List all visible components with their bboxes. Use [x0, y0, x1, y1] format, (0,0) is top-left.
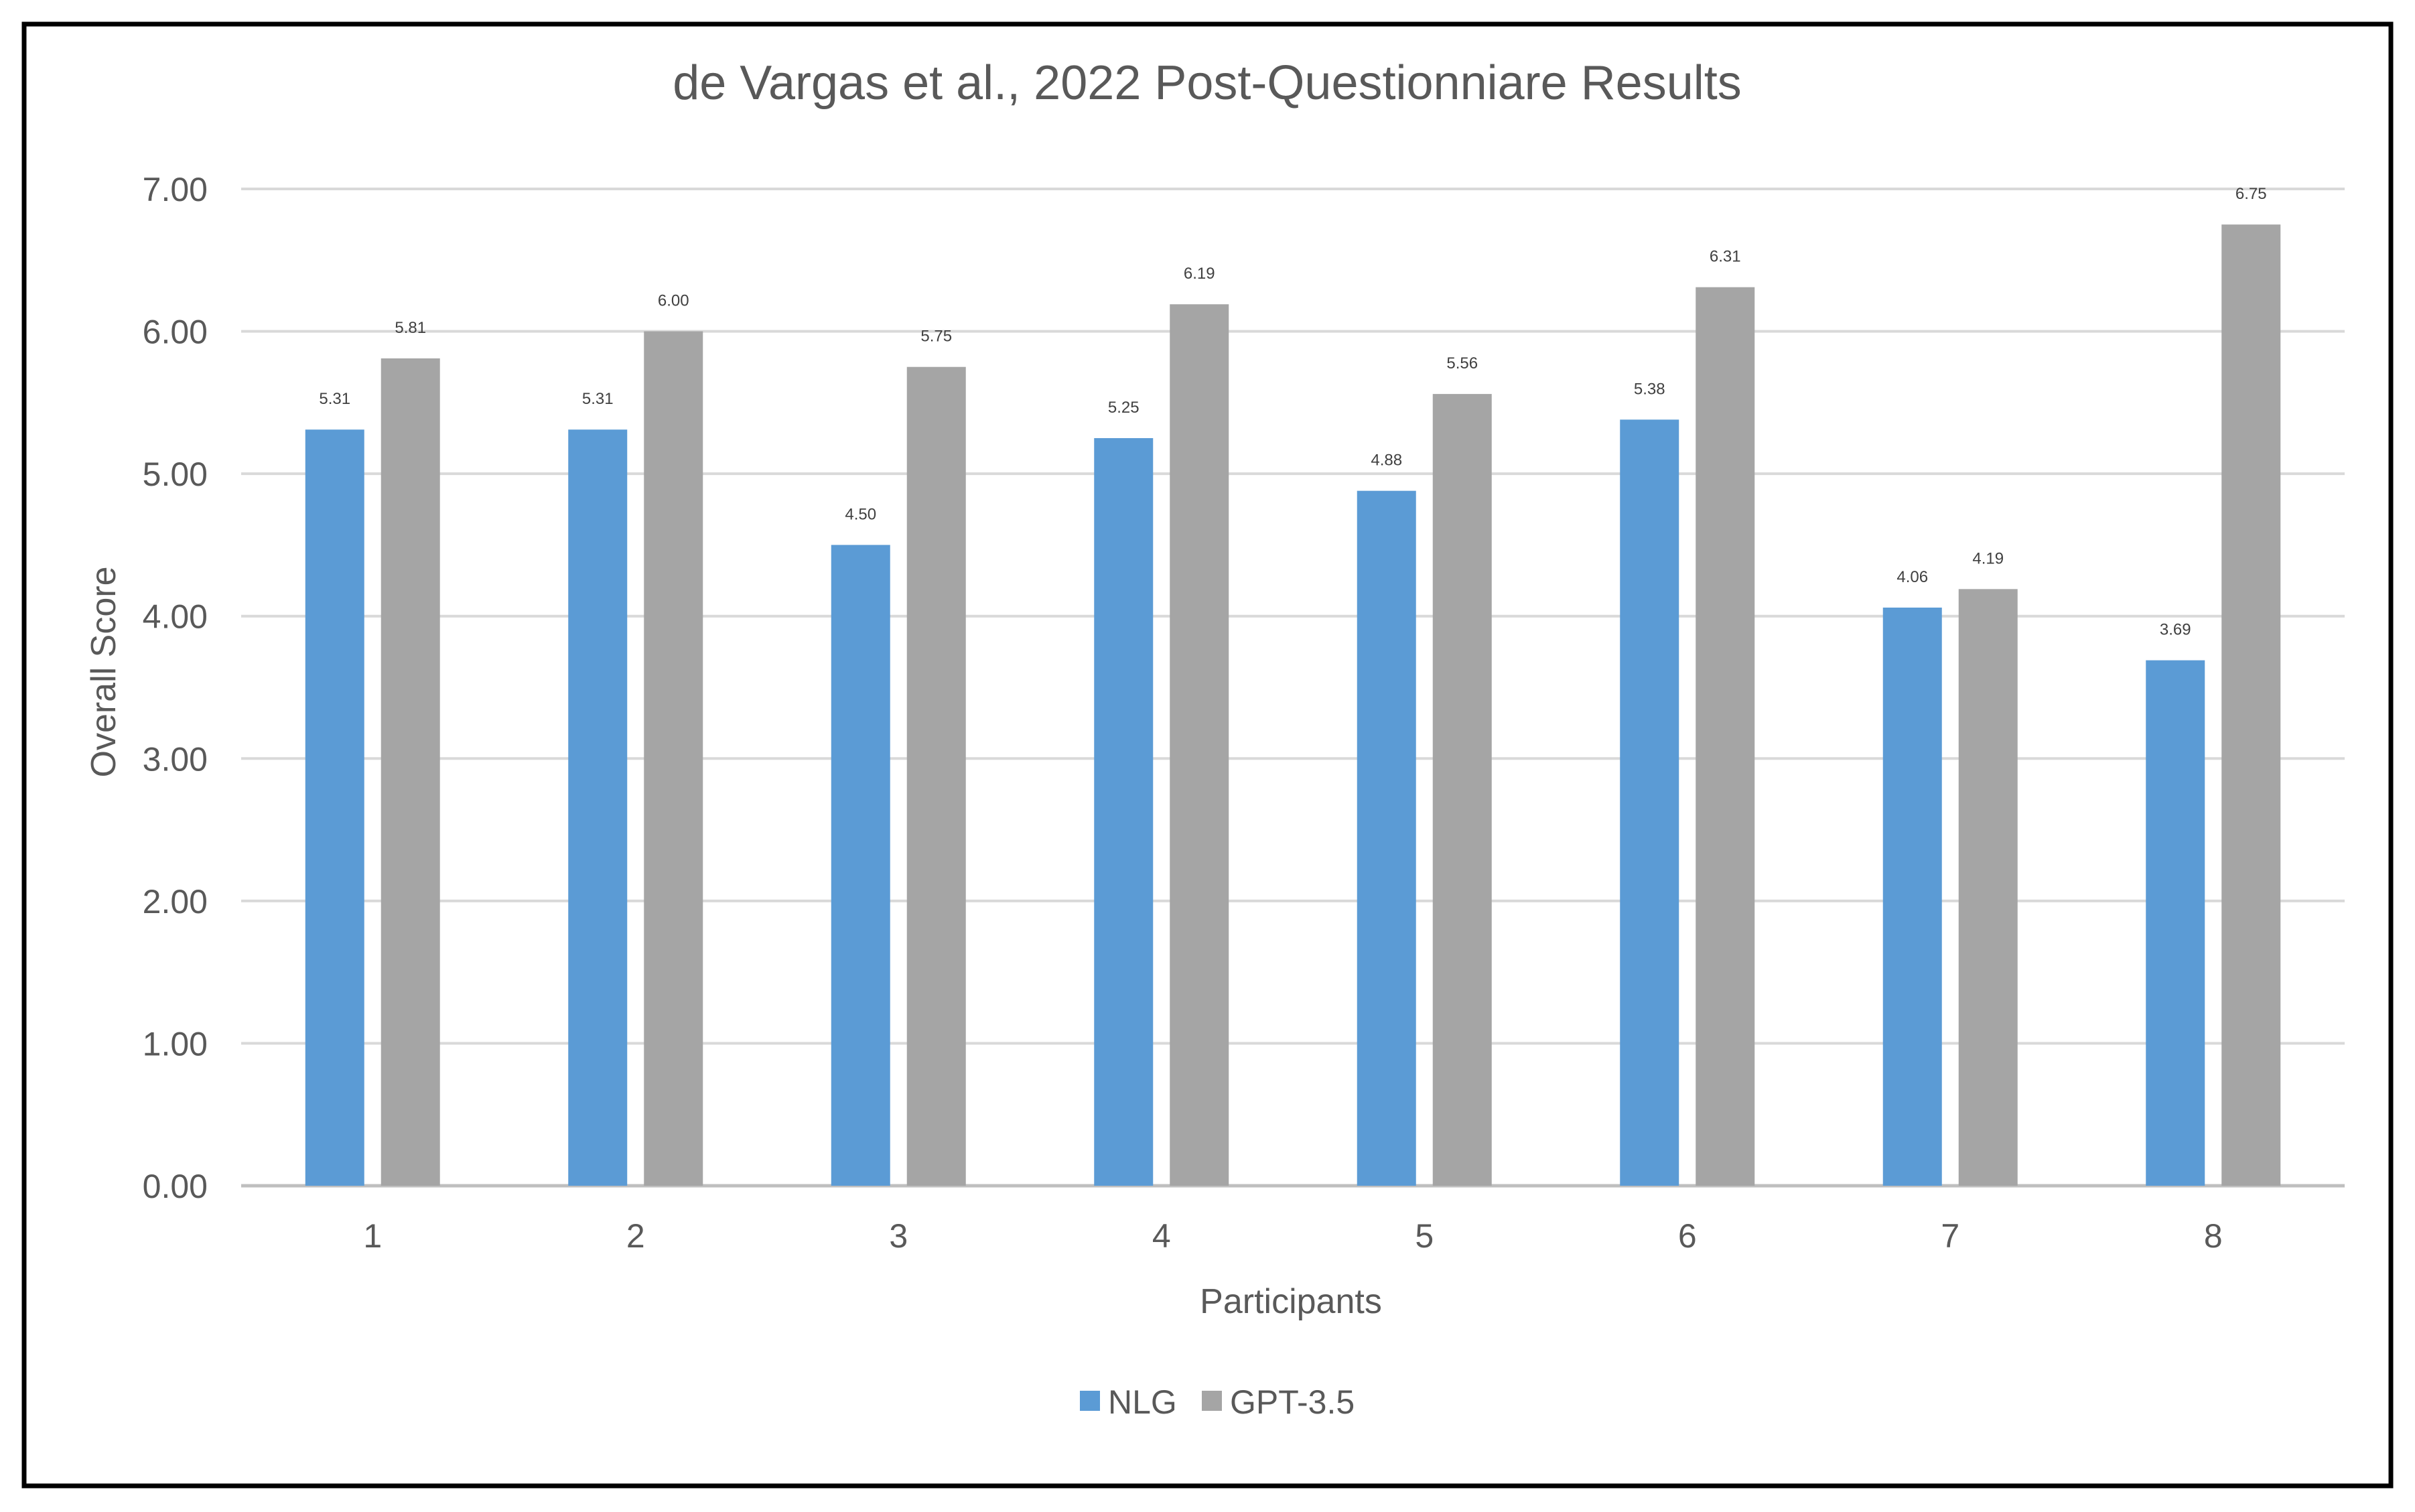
data-label: 6.75	[2235, 185, 2267, 203]
data-label: 5.31	[319, 390, 350, 408]
bar-gpt-3-5-5	[1432, 394, 1492, 1186]
bar-nlg-1	[305, 429, 364, 1186]
data-label: 4.06	[1896, 568, 1928, 586]
bar-gpt-3-5-6	[1696, 287, 1755, 1186]
bar-nlg-7	[1882, 607, 1942, 1186]
y-tick-label: 1.00	[143, 1025, 208, 1062]
y-axis-ticks: 0.00 1.00 2.00 3.00 4.00 5.00 6.00 7.00	[143, 171, 208, 1205]
bar-gpt-3-5-3	[906, 366, 966, 1186]
x-tick-label: 6	[1678, 1217, 1697, 1255]
y-axis-title: Overall Score	[84, 567, 123, 778]
y-tick-label: 6.00	[143, 314, 208, 351]
chart-title: de Vargas et al., 2022 Post-Questionniar…	[673, 56, 1742, 110]
data-label: 4.50	[845, 505, 876, 523]
x-tick-label: 7	[1941, 1217, 1959, 1255]
data-label: 4.88	[1371, 452, 1402, 470]
bar-nlg-3	[831, 545, 890, 1186]
y-tick-label: 4.00	[143, 598, 208, 636]
x-tick-label: 5	[1415, 1217, 1434, 1255]
x-tick-label: 2	[626, 1217, 645, 1255]
data-label: 3.69	[2160, 621, 2191, 639]
data-label: 5.25	[1108, 399, 1140, 417]
legend-swatch-nlg	[1080, 1391, 1100, 1411]
bar-nlg-4	[1094, 438, 1154, 1186]
x-tick-label: 1	[363, 1217, 382, 1255]
data-label: 6.00	[658, 292, 689, 310]
data-label: 5.81	[395, 319, 426, 337]
x-axis-title: Participants	[1200, 1282, 1382, 1321]
data-label: 5.75	[920, 328, 952, 346]
data-label: 4.19	[1972, 549, 2004, 567]
bar-gpt-3-5-7	[1958, 589, 2018, 1186]
x-tick-label: 8	[2204, 1217, 2223, 1255]
bar-nlg-6	[1620, 419, 1679, 1186]
bar-gpt-3-5-8	[2221, 224, 2281, 1186]
bar-nlg-8	[2146, 660, 2205, 1186]
bar-gpt-3-5-4	[1170, 304, 1229, 1186]
y-tick-label: 2.00	[143, 883, 208, 920]
bar-gpt-3-5-2	[644, 331, 703, 1186]
data-label: 6.31	[1710, 248, 1741, 266]
legend-label: NLG	[1108, 1383, 1177, 1421]
y-tick-label: 0.00	[143, 1168, 208, 1205]
data-label: 5.56	[1446, 354, 1478, 372]
bars	[305, 224, 2281, 1186]
x-tick-label: 3	[889, 1217, 908, 1255]
y-tick-label: 7.00	[143, 171, 208, 208]
data-label: 6.19	[1184, 265, 1215, 283]
y-tick-label: 5.00	[143, 456, 208, 493]
data-label: 5.38	[1634, 380, 1665, 398]
y-tick-label: 3.00	[143, 740, 208, 778]
bar-gpt-3-5-1	[381, 358, 440, 1186]
x-axis-ticks: 1 2 3 4 5 6 7 8	[363, 1217, 2222, 1255]
bar-nlg-5	[1357, 490, 1416, 1186]
data-label: 5.31	[582, 390, 614, 408]
legend: NLG GPT-3.5	[1080, 1383, 1355, 1421]
legend-swatch-gpt-3-5	[1202, 1391, 1222, 1411]
legend-label: GPT-3.5	[1230, 1383, 1355, 1421]
data-labels: 5.31 5.81 5.31 6.00 4.50 5.75 5.25 6.19 4.88 5.56…	[319, 185, 2266, 638]
x-tick-label: 4	[1152, 1217, 1171, 1255]
bar-nlg-2	[568, 429, 628, 1186]
